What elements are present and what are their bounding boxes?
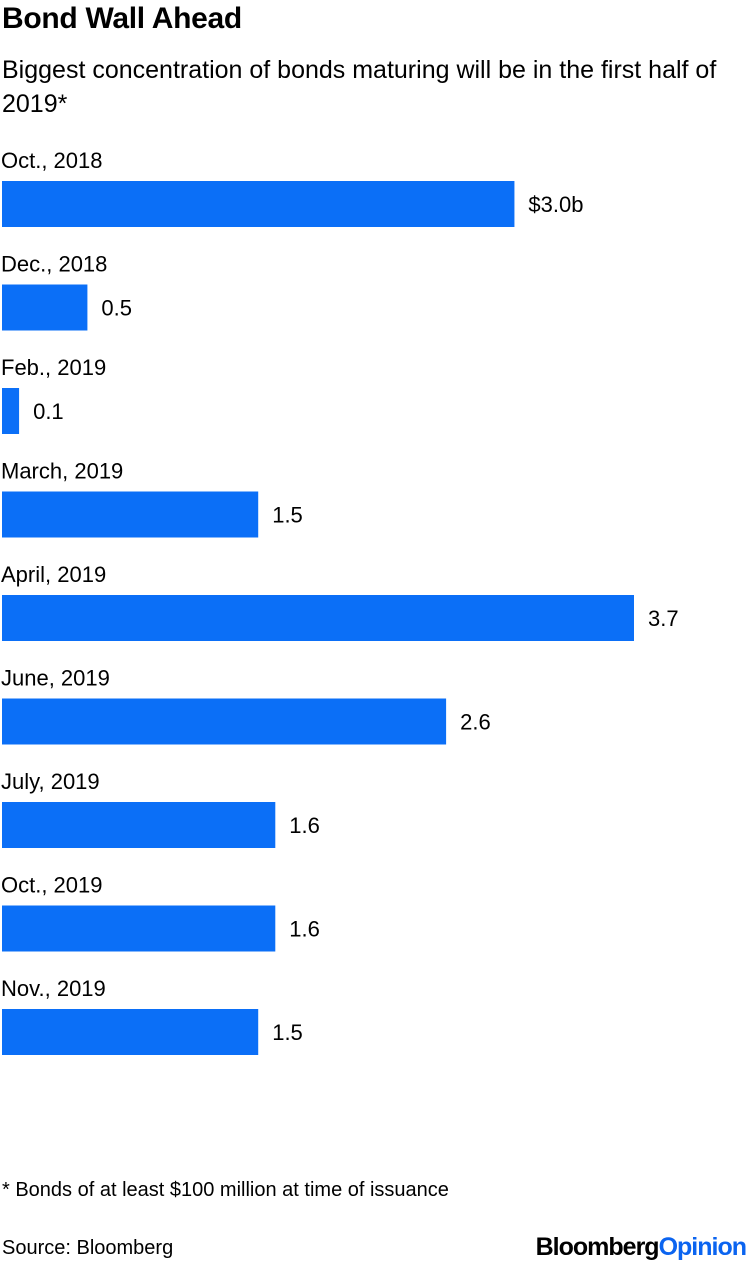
category-label: June, 2019 (1, 666, 110, 691)
brand-logo-opinion: Opinion (658, 1233, 747, 1261)
chart-subtitle: Biggest concentration of bonds maturing … (2, 56, 717, 118)
value-label: 0.5 (101, 296, 132, 321)
bar (2, 284, 88, 331)
value-label: 1.5 (272, 1020, 303, 1045)
bar (2, 181, 515, 227)
category-label: Feb., 2019 (1, 355, 106, 380)
bar (2, 802, 276, 848)
category-label: March, 2019 (1, 459, 123, 484)
bar (2, 905, 276, 952)
value-label: 1.6 (289, 917, 320, 942)
brand-logo: BloombergOpinion (535, 1233, 747, 1262)
chart-title: Bond Wall Ahead (2, 2, 242, 35)
bar (2, 595, 634, 641)
brand-logo-bloomberg: Bloomberg (535, 1233, 660, 1261)
category-label: Oct., 2019 (1, 873, 103, 898)
category-label: July, 2019 (1, 769, 100, 794)
value-label: 3.7 (648, 606, 679, 631)
category-label: Nov., 2019 (1, 976, 106, 1001)
category-label: Dec., 2018 (1, 252, 107, 277)
value-label: 1.5 (272, 503, 303, 528)
value-label: 0.1 (33, 399, 64, 424)
category-label: Oct., 2018 (1, 148, 103, 173)
bar (2, 698, 447, 745)
category-label: April, 2019 (1, 562, 106, 587)
bar (2, 1009, 259, 1055)
value-label: 1.6 (289, 813, 320, 838)
bar (2, 388, 20, 434)
source-note: Source: Bloomberg (2, 1237, 174, 1259)
bar (2, 491, 259, 538)
value-label: $3.0b (528, 192, 583, 217)
value-label: 2.6 (460, 710, 491, 735)
footnote: * Bonds of at least $100 million at time… (2, 1179, 449, 1201)
